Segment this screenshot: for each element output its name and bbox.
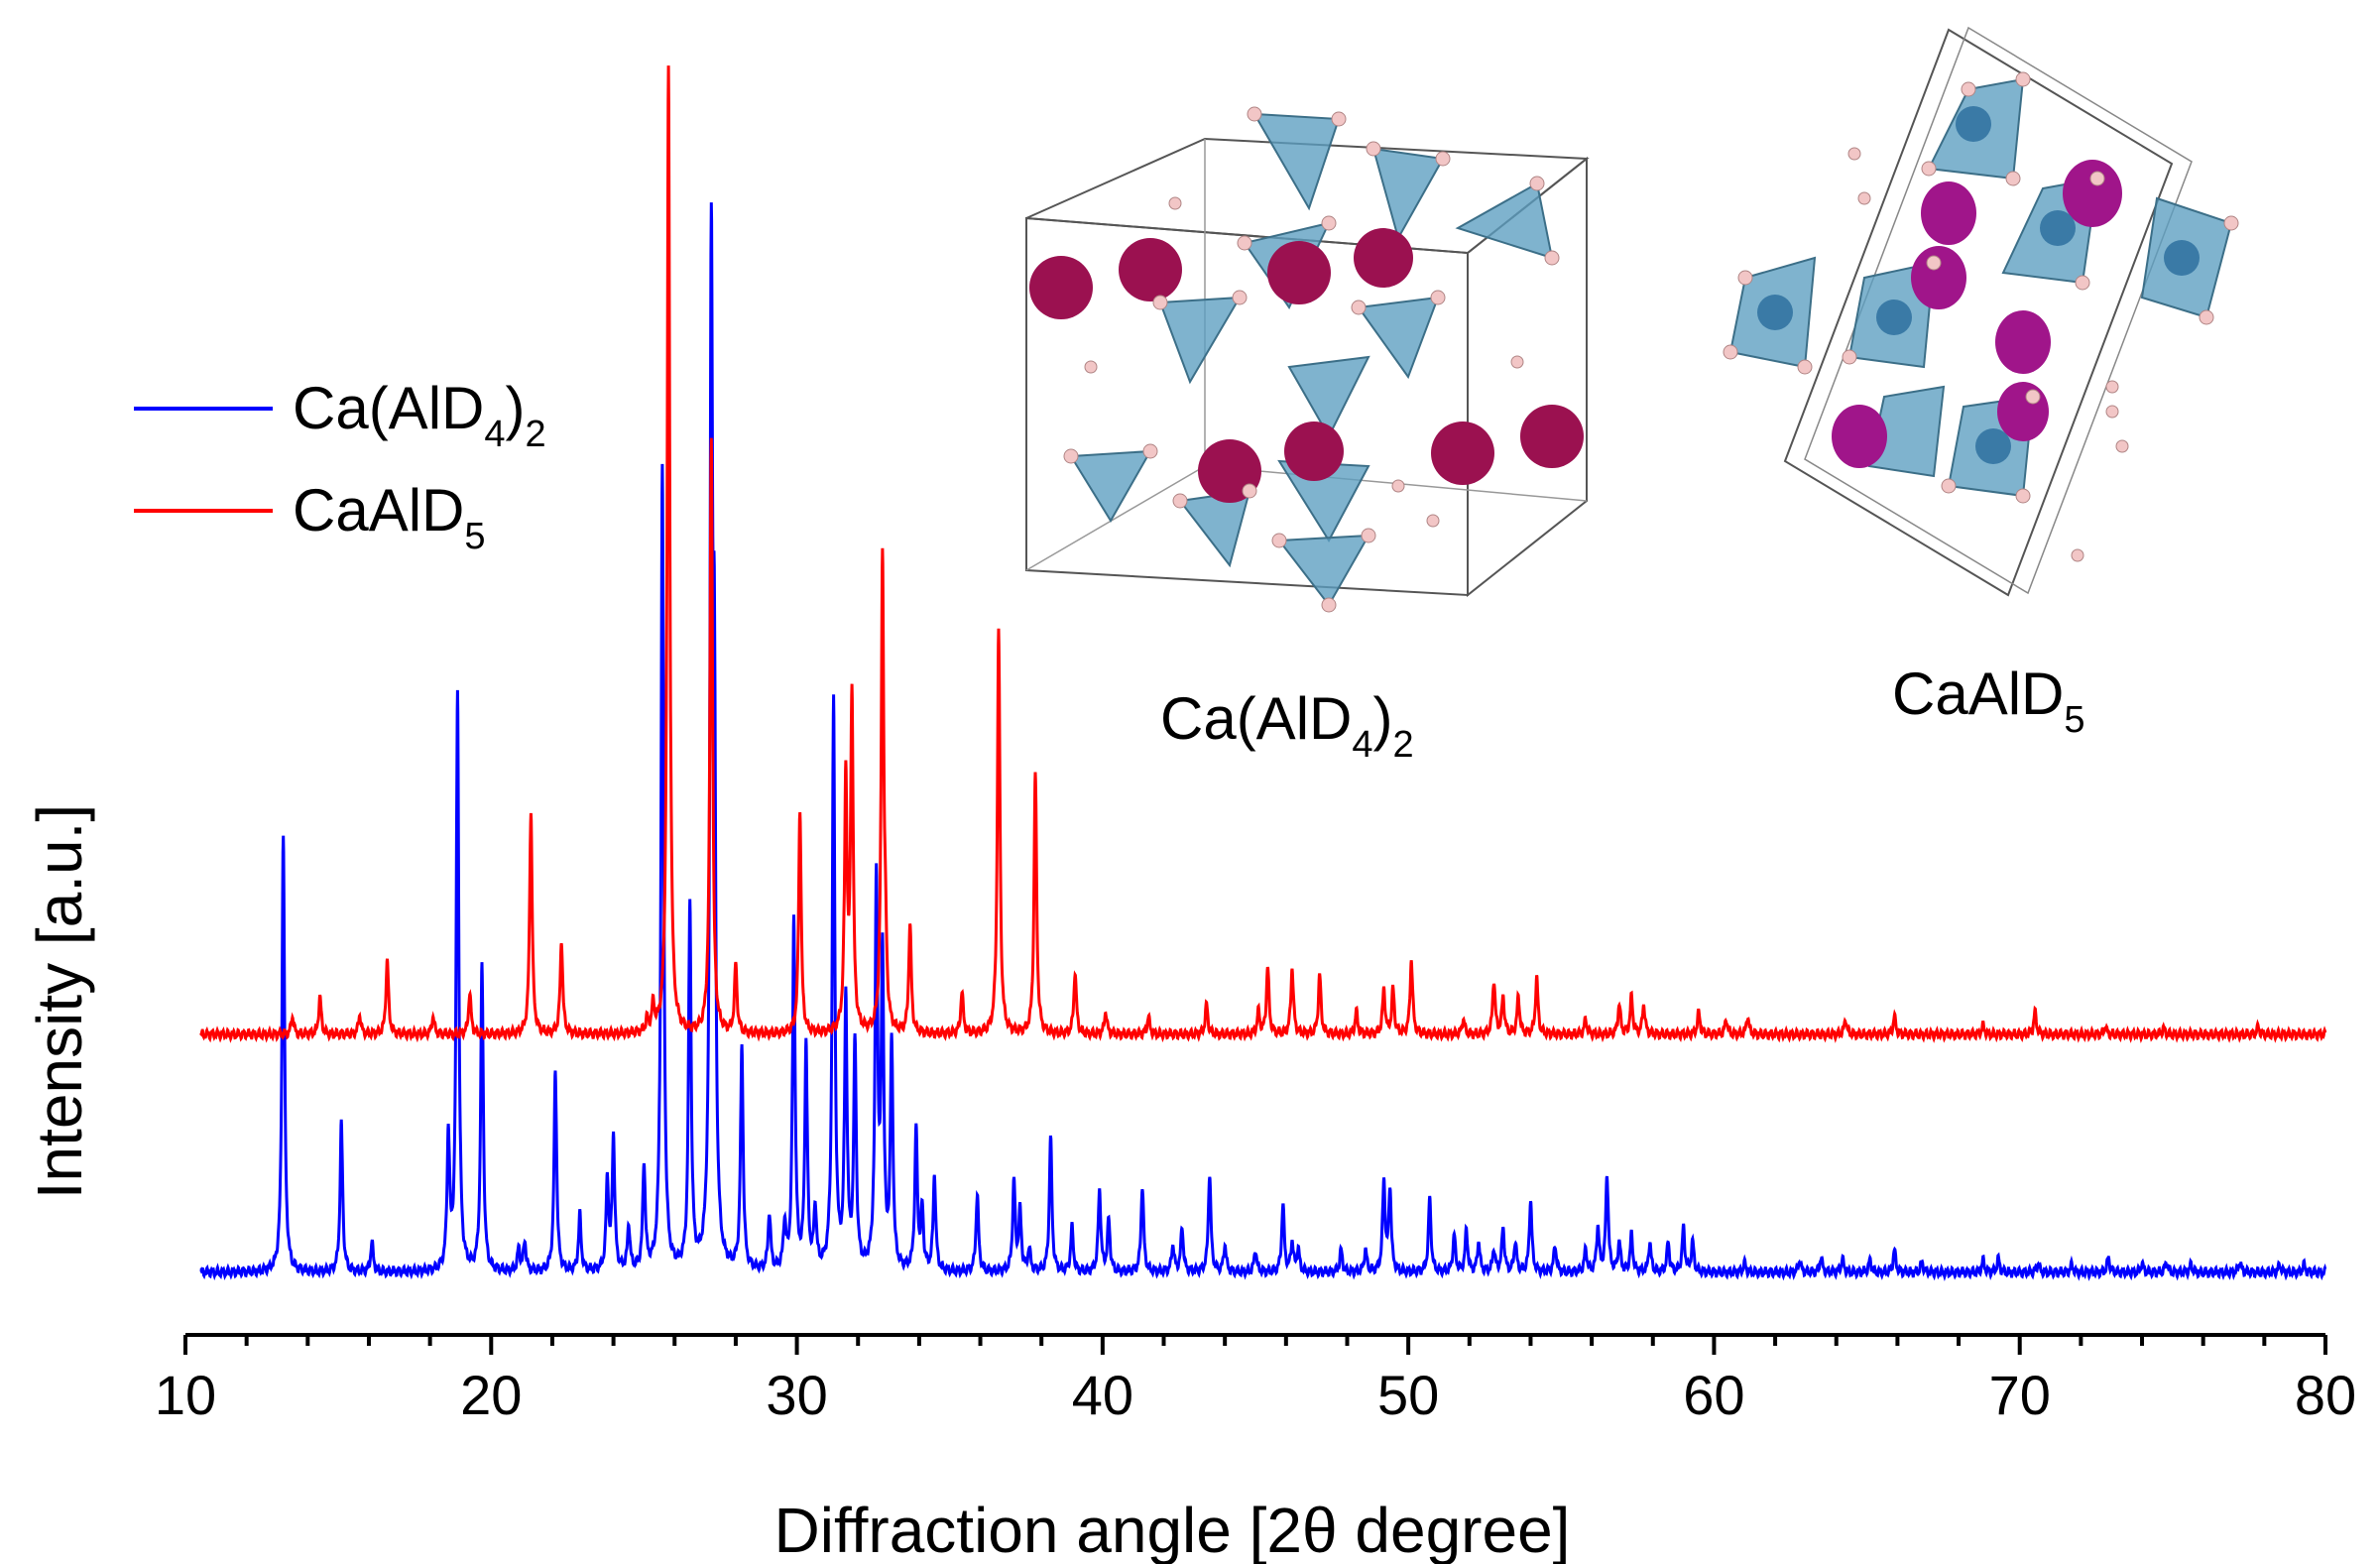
x-tick-label: 60 [1683,1364,1744,1426]
legend-label-ca-ald5: CaAlD5 [293,477,486,557]
x-tick-label: 20 [460,1364,522,1426]
series-layer [199,65,2327,1281]
series-line-ca-ald5 [199,65,2327,1043]
x-tick-label: 40 [1072,1364,1133,1426]
structure-label-ca-ald4-2: Ca(AlD4)2 [1160,685,1414,766]
structure-label-ca-ald5: CaAlD5 [1892,661,2085,741]
series-line-ca-ald4-2 [199,202,2327,1281]
legend: Ca(AlD4)2 CaAlD5 [134,375,546,557]
y-axis-title: Intensity [a.u.] [24,804,95,1199]
x-tick-label: 30 [766,1364,827,1426]
x-tick-label: 50 [1377,1364,1439,1426]
structure-image-ca-ald4-2 [1025,106,1590,613]
x-tick-label: 70 [1989,1364,2051,1426]
x-tick-label: 10 [155,1364,216,1426]
legend-label-ca-ald4-2: Ca(AlD4)2 [293,375,546,455]
x-axis: 10 20 30 40 50 60 70 80 [155,1333,2356,1426]
x-tick-label: 80 [2295,1364,2356,1426]
x-axis-title: Diffraction angle [2θ degree] [774,1495,1571,1564]
structure-image-ca-ald5 [1723,26,2239,597]
